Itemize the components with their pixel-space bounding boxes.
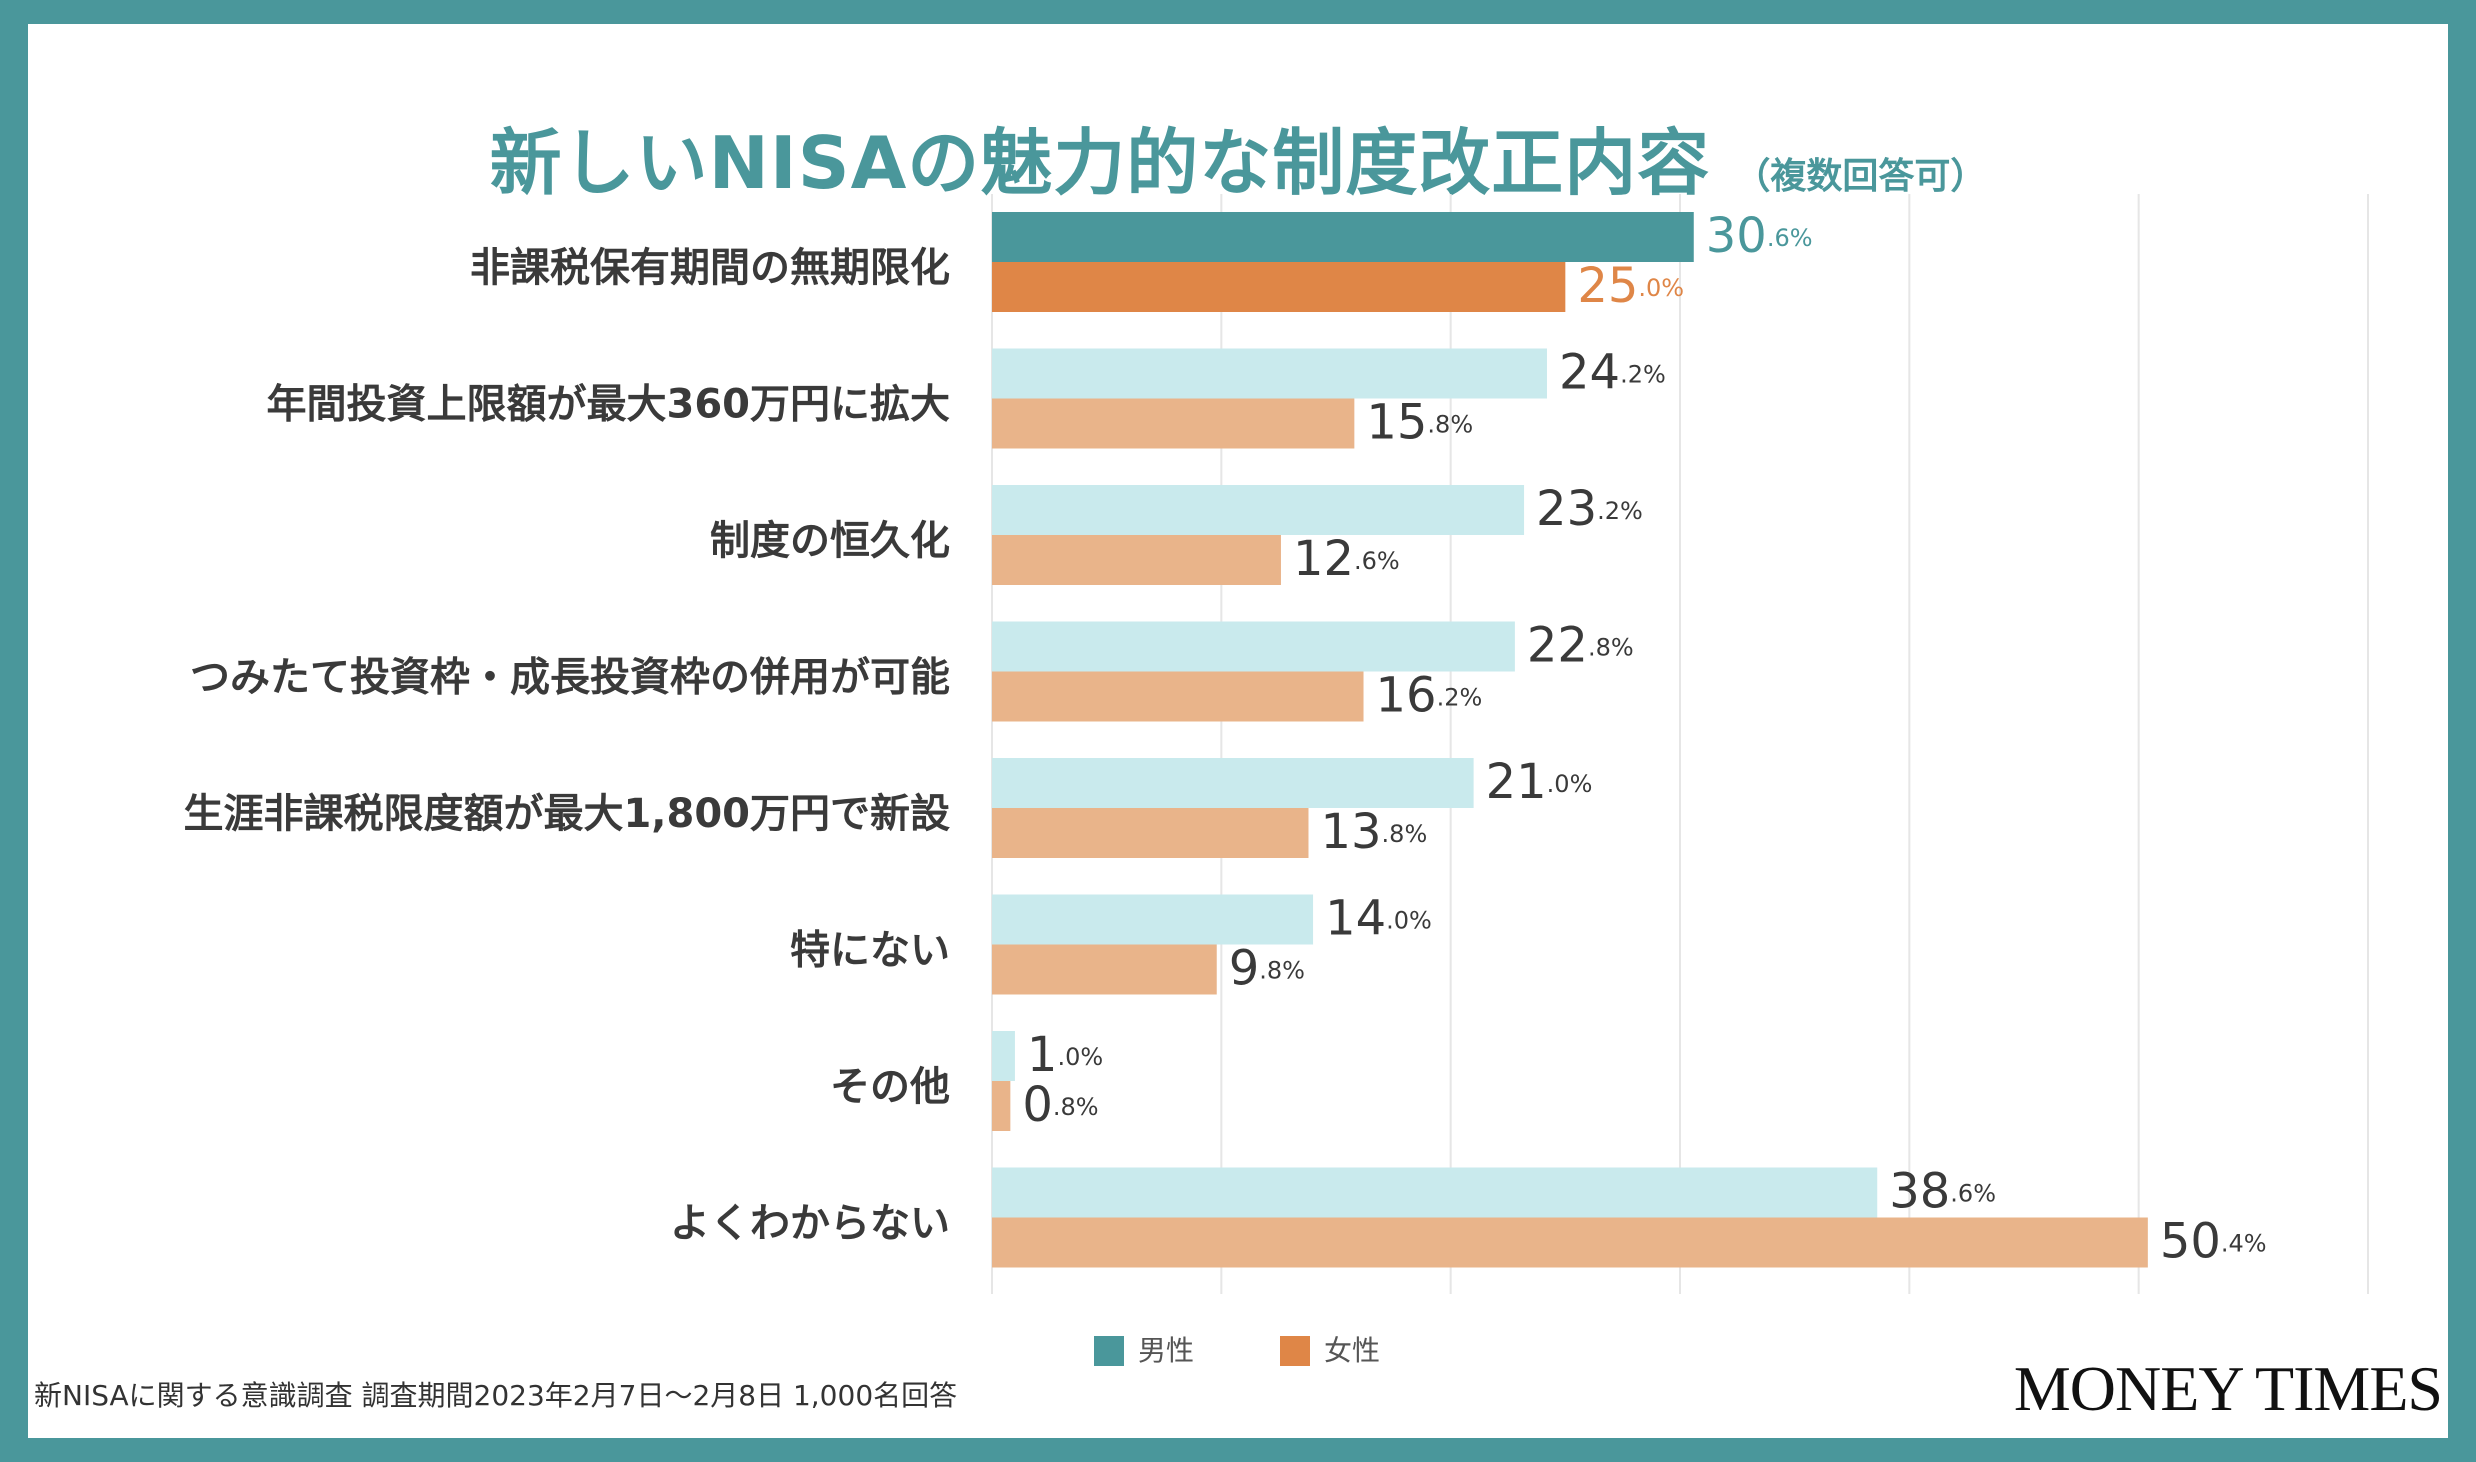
value-label-male: 30.6% (1706, 208, 1813, 264)
category-label: 制度の恒久化 (710, 518, 950, 564)
bar-female (992, 262, 1566, 312)
bar-male (992, 1167, 1878, 1218)
bar-female (992, 671, 1364, 722)
value-label-male: 22.8% (1527, 618, 1634, 674)
survey-note: 新NISAに関する意識調査 調査期間2023年2月7日〜2月8日 1,000名回… (34, 1379, 958, 1412)
value-label-female: 16.2% (1376, 668, 1483, 724)
category-label: 生涯非課税限度額が最大1,800万円で新設 (183, 791, 950, 837)
legend-female-label: 女性 (1324, 1334, 1380, 1367)
value-label-female: 15.8% (1366, 395, 1473, 451)
value-label-female: 12.6% (1293, 531, 1400, 587)
value-label-male: 1.0% (1027, 1027, 1103, 1083)
bar-chart: 非課税保有期間の無期限化 30.6% 25.0% 年間投資上限額が最大360万円に拡大… (183, 194, 2369, 1367)
value-label-male: 21.0% (1486, 754, 1593, 810)
value-label-male: 14.0% (1325, 891, 1432, 947)
category-label: 非課税保有期間の無期限化 (470, 245, 950, 291)
value-label-female: 9.8% (1229, 941, 1305, 997)
legend-male-swatch (1094, 1336, 1124, 1366)
category-label: よくわからない (670, 1201, 950, 1247)
legend-male-label: 男性 (1138, 1334, 1194, 1367)
category-label: つみたて投資枠・成長投資枠の併用が可能 (190, 655, 950, 701)
bar-male (992, 758, 1474, 808)
brand-logo: MONEY TIMES (2013, 1353, 2443, 1424)
value-label-female: 50.4% (2160, 1214, 2267, 1270)
bar-female (992, 808, 1309, 858)
title-block: 新しいNISAの魅力的な制度改正内容 （複数回答可） (28, 104, 2448, 209)
chart-title: 新しいNISAの魅力的な制度改正内容 (489, 121, 1711, 205)
bar-female (992, 1217, 2148, 1268)
value-label-male: 24.2% (1559, 345, 1666, 401)
bar-female (992, 1081, 1011, 1131)
bar-male (992, 212, 1694, 262)
bar-male (992, 621, 1515, 672)
value-label-male: 38.6% (1889, 1164, 1996, 1220)
chart-card: 新しいNISAの魅力的な制度改正内容 （複数回答可） 非課税保有期間の無期限化 30… (28, 24, 2448, 1438)
bar-male (992, 1031, 1015, 1081)
bar-male (992, 485, 1525, 535)
value-label-female: 0.8% (1022, 1077, 1098, 1133)
bar-female (992, 535, 1281, 585)
bar-female (992, 398, 1355, 449)
bar-female (992, 944, 1217, 995)
category-label: 特にない (790, 928, 950, 974)
value-label-male: 23.2% (1536, 481, 1643, 537)
value-label-female: 13.8% (1320, 804, 1427, 860)
bar-male (992, 348, 1547, 399)
category-label: その他 (830, 1064, 950, 1110)
legend-female-swatch (1280, 1336, 1310, 1366)
category-label: 年間投資上限額が最大360万円に拡大 (267, 382, 951, 428)
chart-subtitle: （複数回答可） (1734, 156, 1987, 197)
value-label-female: 25.0% (1577, 258, 1684, 314)
bar-male (992, 894, 1314, 945)
